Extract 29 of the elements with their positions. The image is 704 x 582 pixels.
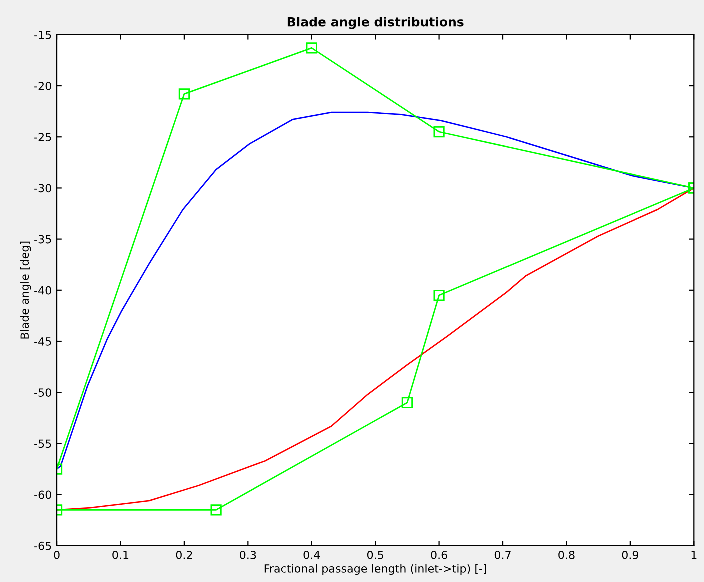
- y-tick-label: -20: [34, 82, 52, 90]
- x-tick-label: 0.9: [622, 550, 638, 560]
- x-tick-label: 0.3: [240, 550, 256, 560]
- x-axis-title: Fractional passage length (inlet->tip) [-]: [264, 564, 486, 576]
- y-tick-label: -45: [34, 338, 52, 346]
- x-tick-label: 0.7: [494, 550, 511, 560]
- y-tick-label: -40: [34, 286, 52, 295]
- x-tick-label: 0.2: [176, 550, 192, 560]
- y-tick-label: -55: [34, 440, 52, 448]
- y-tick-label: -35: [34, 235, 52, 244]
- y-tick-label: -15: [34, 31, 52, 40]
- y-tick-label: -60: [34, 490, 52, 500]
- x-tick-label: 0.5: [367, 550, 384, 560]
- point: [434, 126, 445, 138]
- x-tick-label: 0.4: [304, 550, 320, 560]
- x-tick-label: 1: [692, 551, 697, 560]
- x-tick-label: 0.6: [431, 550, 448, 560]
- point: [306, 42, 318, 54]
- x-tick-label: 0.8: [558, 550, 575, 560]
- point: [434, 290, 445, 302]
- y-tick-label: -65: [34, 542, 52, 550]
- x-tick-label: 0: [54, 550, 60, 560]
- point: [402, 397, 413, 408]
- y-axis-title: Blade angle [deg]: [20, 242, 32, 339]
- y-tick-label: -50: [34, 388, 52, 397]
- y-tick-label: -30: [34, 184, 52, 193]
- y-tick-label: -25: [34, 133, 52, 142]
- chart-title: Blade angle distributions: [288, 17, 464, 30]
- x-tick-label: 0.1: [112, 550, 129, 560]
